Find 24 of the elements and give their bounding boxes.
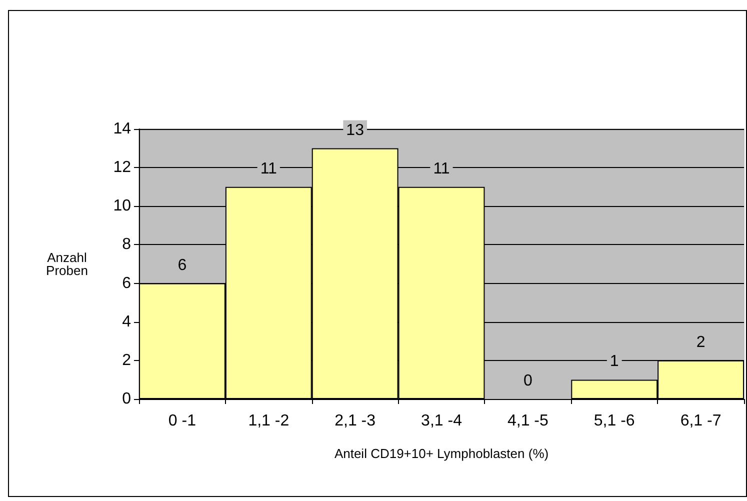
x-tick-label: 0 -1 [168,412,196,430]
x-tick-label: 2,1 -3 [334,412,376,430]
data-label: 0 [523,372,532,390]
x-tick-label: 1,1 -2 [248,412,290,430]
data-label: 11 [260,160,278,178]
x-tick-label: 5,1 -6 [594,412,635,430]
x-axis-title: Anteil CD19+10+ Lymphoblasten (%) [334,446,549,461]
data-label: 2 [696,334,706,351]
x-tick-label: 6,1 -7 [680,412,722,430]
data-label: 13 [346,122,364,139]
y-tick-label: 6 [122,274,132,292]
y-tick-label: 2 [122,352,132,369]
x-tick-label: 4,1 -5 [507,412,548,430]
data-label: 1 [610,353,619,370]
y-axis-title: Anzahl Proben [46,250,88,278]
y-tick-label: 8 [122,236,132,254]
y-tick-label: 10 [113,198,132,215]
data-label: 6 [178,256,187,274]
y-tick-label: 12 [113,159,132,176]
y-tick-label: 14 [113,120,132,138]
x-tick-label: 3,1 -4 [421,412,462,430]
data-label: 11 [433,160,450,178]
y-tick-label: 0 [122,390,132,408]
y-tick-label: 4 [122,313,132,330]
